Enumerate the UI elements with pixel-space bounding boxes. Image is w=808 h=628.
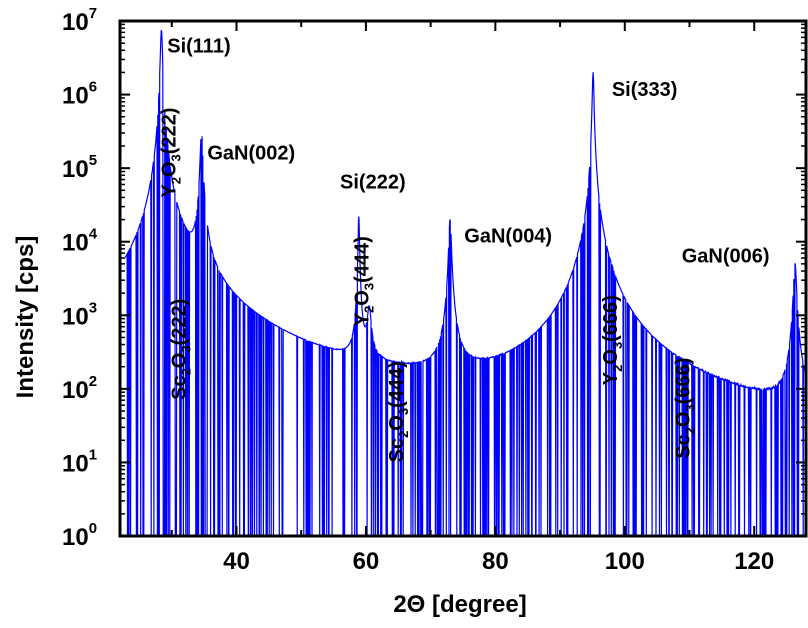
peak-label-y2o3-666: Y2O3(666) [600, 295, 625, 385]
peak-label-si111: Si(111) [167, 36, 230, 58]
trace-layer [124, 30, 807, 537]
frame-layer [118, 19, 808, 538]
x-axis-label: 2Θ [degree] [393, 591, 526, 618]
x-tick-label: 120 [734, 548, 774, 575]
y-tick-label: 103 [62, 299, 97, 330]
y-tick-label: 107 [62, 5, 97, 36]
x-tick-label: 40 [223, 548, 250, 575]
peak-label-gan002: GaN(002) [207, 142, 295, 164]
peak-label-y2o3-222: Y2O3(222) [159, 108, 184, 198]
peak-label-sc2o3-444: Sc2O3(444) [386, 361, 411, 462]
peak-label-sc2o3-222: Sc2O3(222) [168, 299, 193, 400]
x-tick-label: 100 [605, 548, 645, 575]
y-tick-label: 101 [62, 446, 97, 477]
data-series-line [124, 30, 807, 537]
peak-label-gan004: GaN(004) [464, 225, 552, 247]
peak-label-sc2o3-666: Sc2O3(666) [673, 358, 698, 459]
annotation-layer: Si(111) GaN(002) Si(222) GaN(004) Si(333) GaN… [159, 36, 770, 463]
peak-label-y2o3-444: Y2O3(444) [352, 236, 377, 326]
x-tick-label: 60 [353, 548, 380, 575]
x-tick-label: 80 [482, 548, 509, 575]
y-tick-label: 102 [62, 373, 97, 404]
peak-label-si333: Si(333) [612, 79, 678, 101]
peak-label-gan006: GaN(006) [682, 245, 770, 267]
tick-layer: 40 60 80 100 120 100 101 102 103 104 105 106 107 [62, 5, 806, 575]
peak-label-si222: Si(222) [340, 172, 406, 194]
y-tick-label: 106 [62, 79, 97, 110]
y-tick-label: 105 [62, 152, 97, 183]
y-tick-label: 104 [62, 226, 98, 257]
y-axis-label: Intensity [cps] [12, 236, 39, 399]
y-tick-label: 100 [62, 520, 97, 551]
plot-frame [118, 19, 808, 538]
